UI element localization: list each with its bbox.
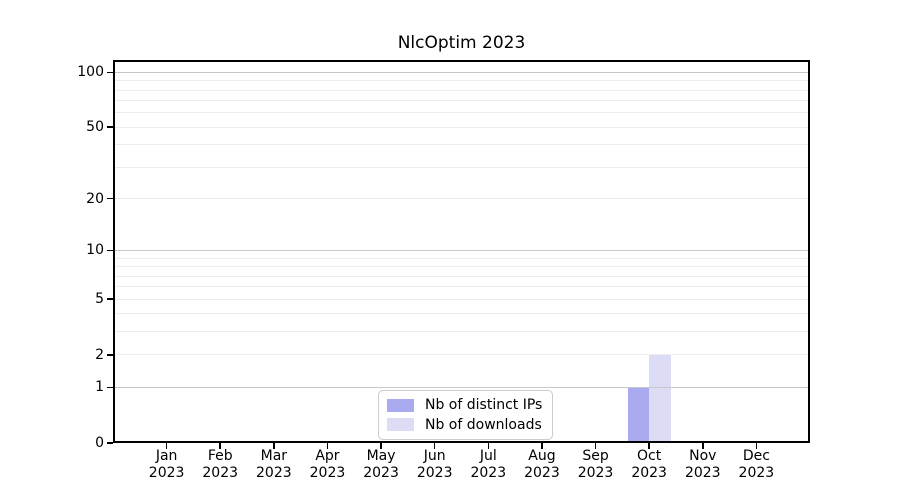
- x-tick-year: 2023: [470, 465, 507, 481]
- minor-gridline: [113, 126, 810, 128]
- x-tick-label: May 2023: [341, 448, 421, 482]
- x-tick-label: Jul 2023: [448, 448, 528, 482]
- minor-gridline: [113, 275, 810, 277]
- bar-distinct-ips: [627, 387, 650, 443]
- x-tick-year: 2023: [631, 465, 667, 481]
- major-gridline: [113, 71, 810, 74]
- x-tick-year: 2023: [738, 465, 775, 481]
- plot-area: [113, 60, 810, 443]
- legend-item-downloads: Nb of downloads: [387, 416, 544, 433]
- x-tick-mark: [594, 443, 597, 449]
- minor-gridline: [113, 112, 810, 114]
- major-gridline: [113, 386, 810, 389]
- x-tick-mark: [433, 443, 436, 449]
- x-tick-month: May: [366, 448, 396, 464]
- x-tick-label: Jun 2023: [395, 448, 475, 482]
- minor-gridline: [113, 144, 810, 146]
- legend-item-distinct-ips: Nb of distinct IPs: [387, 397, 544, 414]
- legend-swatch-distinct-ips-icon: [387, 398, 414, 412]
- x-tick-mark: [219, 443, 222, 449]
- y-tick-label: 5: [95, 291, 104, 308]
- minor-gridline: [113, 313, 810, 315]
- y-tick-mark: [107, 197, 113, 200]
- x-tick-mark: [165, 443, 168, 449]
- x-tick-label: Aug 2023: [502, 448, 582, 482]
- x-tick-mark: [273, 443, 275, 449]
- y-tick-mark: [107, 386, 113, 389]
- minor-gridline: [113, 100, 810, 102]
- x-tick-label: Nov 2023: [663, 448, 743, 482]
- x-tick-label: Mar 2023: [234, 448, 314, 482]
- x-tick-month: Oct: [637, 448, 662, 464]
- y-tick-label: 20: [86, 190, 104, 207]
- x-tick-year: 2023: [524, 465, 560, 481]
- legend: Nb of distinct IPs Nb of downloads: [378, 390, 553, 440]
- x-tick-mark: [701, 443, 704, 449]
- x-tick-month: Nov: [689, 448, 717, 464]
- x-tick-month: Jan: [155, 448, 178, 464]
- x-tick-label: Dec 2023: [716, 448, 796, 482]
- x-tick-mark: [326, 443, 329, 449]
- x-tick-year: 2023: [416, 465, 453, 481]
- x-tick-month: Jul: [479, 448, 497, 464]
- x-tick-label: Feb 2023: [180, 448, 260, 482]
- chart-title: NlcOptim 2023: [397, 33, 526, 53]
- y-tick-mark: [107, 442, 113, 444]
- y-tick-label: 0: [95, 435, 104, 451]
- minor-gridline: [113, 198, 810, 200]
- legend-label-distinct-ips: Nb of distinct IPs: [425, 397, 543, 414]
- x-tick-year: 2023: [577, 465, 614, 481]
- x-tick-year: 2023: [256, 465, 292, 481]
- x-tick-month: Sep: [582, 448, 609, 464]
- minor-gridline: [113, 266, 810, 268]
- x-tick-year: 2023: [363, 465, 399, 481]
- x-tick-year: 2023: [684, 465, 721, 481]
- x-tick-label: Jan 2023: [127, 448, 207, 482]
- legend-label-downloads: Nb of downloads: [425, 416, 542, 433]
- x-tick-year: 2023: [148, 465, 185, 481]
- y-tick-label: 1: [95, 379, 104, 396]
- minor-gridline: [113, 89, 810, 91]
- minor-gridline: [113, 166, 810, 168]
- y-tick-label: 50: [86, 119, 104, 136]
- major-gridline: [113, 249, 810, 252]
- minor-gridline: [113, 257, 810, 259]
- minor-gridline: [113, 354, 810, 356]
- y-tick-mark: [107, 126, 113, 129]
- x-tick-mark: [487, 443, 490, 449]
- legend-swatch-downloads-icon: [387, 418, 414, 432]
- x-tick-label: Oct 2023: [609, 448, 689, 482]
- x-tick-mark: [541, 443, 543, 449]
- x-tick-month: Mar: [260, 448, 288, 464]
- minor-gridline: [113, 298, 810, 300]
- x-tick-label: Sep 2023: [556, 448, 636, 482]
- x-tick-mark: [648, 443, 650, 449]
- x-tick-month: Aug: [528, 448, 556, 464]
- x-tick-month: Apr: [315, 448, 340, 464]
- y-tick-label: 10: [86, 242, 104, 259]
- minor-gridline: [113, 80, 810, 82]
- x-tick-mark: [380, 443, 382, 449]
- x-tick-month: Jun: [423, 448, 446, 464]
- y-tick-mark: [107, 353, 113, 356]
- x-tick-label: Apr 2023: [287, 448, 367, 482]
- x-tick-month: Dec: [742, 448, 770, 464]
- y-tick-label: 2: [95, 346, 104, 363]
- x-tick-month: Feb: [207, 448, 233, 464]
- x-tick-year: 2023: [309, 465, 346, 481]
- bar-downloads: [649, 354, 671, 443]
- minor-gridline: [113, 286, 810, 288]
- y-tick-mark: [107, 249, 113, 252]
- y-tick-label: 100: [77, 64, 104, 81]
- x-tick-mark: [755, 443, 758, 449]
- minor-gridline: [113, 331, 810, 333]
- y-tick-mark: [107, 298, 113, 300]
- x-tick-year: 2023: [202, 465, 239, 481]
- y-tick-mark: [107, 71, 113, 74]
